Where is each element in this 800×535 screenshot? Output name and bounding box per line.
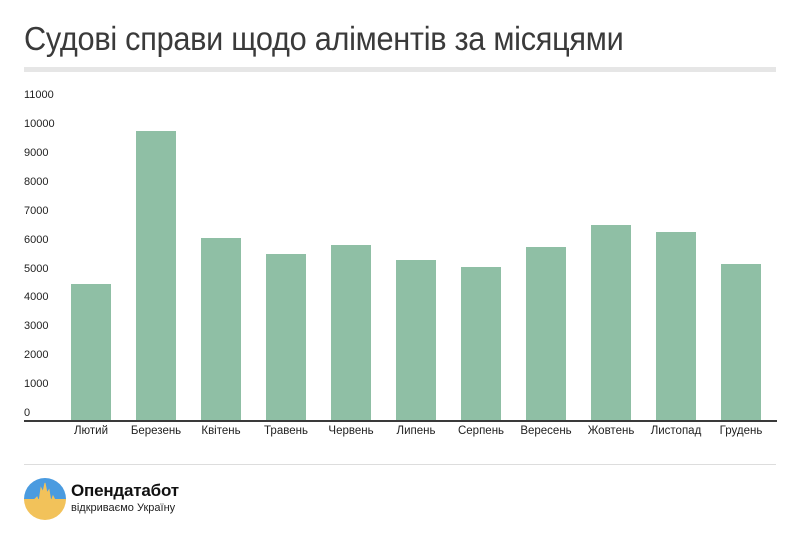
y-tick-label: 1000 bbox=[24, 378, 49, 391]
bar bbox=[136, 131, 176, 420]
y-tick-label: 0 bbox=[24, 407, 31, 419]
x-tick-label: Грудень bbox=[719, 425, 763, 437]
bar bbox=[396, 259, 436, 420]
bar bbox=[71, 284, 111, 420]
x-tick-label: Квітень bbox=[201, 425, 241, 437]
opendatabot-logo-icon bbox=[24, 478, 66, 520]
y-tick-label: 4000 bbox=[24, 291, 49, 304]
x-tick-label: Листопад bbox=[650, 425, 702, 437]
x-tick-label: Липень bbox=[396, 425, 436, 437]
brand-tagline: відкриваємо Україну bbox=[71, 502, 176, 514]
bar bbox=[461, 266, 501, 420]
bar bbox=[201, 237, 241, 420]
bar bbox=[526, 246, 566, 420]
footer-divider bbox=[24, 464, 776, 465]
x-tick-label: Жовтень bbox=[587, 425, 635, 437]
brand-name: Опендатабот bbox=[71, 481, 179, 500]
y-tick-label: 7000 bbox=[24, 204, 49, 217]
bar bbox=[591, 224, 631, 420]
x-tick-label: Лютий bbox=[73, 425, 109, 437]
y-tick-label: 6000 bbox=[24, 233, 49, 246]
x-tick-label: Березень bbox=[130, 425, 182, 437]
y-tick-label: 9000 bbox=[24, 146, 49, 159]
bar-chart: 0 1000 2000 3000 4000 5000 6000 7000 8000 9000 100… bbox=[24, 89, 777, 437]
x-tick-label: Вересень bbox=[520, 425, 572, 437]
y-tick-label: 2000 bbox=[24, 349, 49, 362]
x-tick-label: Травень bbox=[264, 425, 308, 437]
title-divider bbox=[24, 67, 776, 72]
y-tick-label: 5000 bbox=[24, 262, 49, 275]
y-tick-label: 10000 bbox=[24, 118, 55, 130]
x-tick-label: Серпень bbox=[457, 425, 505, 437]
bar bbox=[656, 232, 696, 420]
y-tick-label: 3000 bbox=[24, 320, 49, 333]
bar bbox=[331, 245, 371, 420]
bar bbox=[266, 253, 306, 420]
chart-title: Судові справи щодо аліментів за місяцями bbox=[24, 20, 624, 57]
y-tick-label: 11000 bbox=[24, 89, 54, 102]
bar bbox=[721, 263, 761, 420]
y-tick-label: 8000 bbox=[24, 175, 49, 188]
x-tick-label: Червень bbox=[328, 425, 374, 437]
x-axis-line bbox=[24, 420, 777, 422]
